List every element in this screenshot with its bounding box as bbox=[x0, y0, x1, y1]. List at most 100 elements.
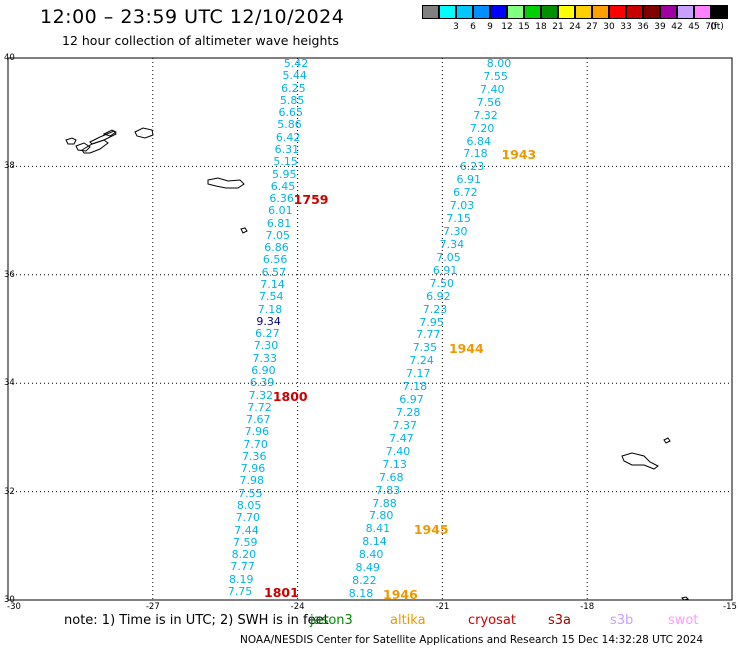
colorbar-tick-label: 9 bbox=[487, 22, 493, 32]
wave-height-value: 7.77 bbox=[230, 560, 255, 574]
pass-time-label: 1946 bbox=[383, 587, 418, 602]
page-subtitle: 12 hour collection of altimeter wave hei… bbox=[62, 33, 339, 48]
island-flores bbox=[65, 137, 77, 145]
colorbar-tick-label: 30 bbox=[603, 22, 615, 32]
wave-height-value: 9.34 bbox=[256, 314, 281, 328]
colorbar-swatch bbox=[558, 5, 575, 19]
pass-time-label: 1944 bbox=[448, 341, 484, 357]
wave-height-value: 6.81 bbox=[266, 216, 292, 230]
footer-note: note: 1) Time is in UTC; 2) SWH is in fe… bbox=[64, 613, 329, 628]
wave-height-value: 6.45 bbox=[270, 179, 296, 193]
map-frame bbox=[7, 57, 733, 601]
colorbar-tick-label: 24 bbox=[569, 22, 581, 32]
wave-height-value: 7.68 bbox=[379, 470, 404, 484]
wave-height-value: 7.80 bbox=[368, 509, 394, 523]
wave-height-value: 8.19 bbox=[229, 572, 254, 586]
wave-height-value: 8.18 bbox=[348, 587, 374, 600]
wave-height-value: 7.40 bbox=[385, 444, 411, 458]
satellite-legend-s3b: s3b bbox=[610, 613, 634, 628]
wave-height-value: 7.54 bbox=[259, 290, 284, 304]
wave-height-value: 8.20 bbox=[231, 548, 257, 562]
wave-height-value: 7.88 bbox=[372, 496, 397, 510]
island-terceira bbox=[134, 127, 154, 139]
wave-height-value: 6.23 bbox=[459, 160, 485, 174]
colorbar-swatch bbox=[507, 5, 524, 19]
lat-tick-label: 32 bbox=[4, 486, 15, 497]
colorbar-swatch bbox=[694, 5, 711, 19]
lon-tick-label: -15 bbox=[723, 602, 737, 612]
wave-height-value: 5.95 bbox=[272, 167, 297, 181]
wave-height-value: 7.98 bbox=[239, 474, 264, 488]
pass-time-label: 1945 bbox=[413, 522, 449, 538]
island-faial bbox=[89, 130, 117, 145]
wave-height-value: 7.72 bbox=[247, 400, 272, 414]
colorbar-swatch bbox=[592, 5, 609, 19]
wave-height-value: 7.05 bbox=[436, 250, 461, 264]
colorbar-swatch bbox=[439, 5, 456, 19]
colorbar-tick-label: 70 bbox=[705, 22, 717, 32]
wave-height-value: 8.22 bbox=[352, 574, 377, 588]
wave-height-value: 7.23 bbox=[422, 302, 448, 316]
wave-height-value: 8.14 bbox=[362, 535, 387, 549]
colorbar-swatch bbox=[643, 5, 660, 19]
wave-height-value: 7.05 bbox=[265, 228, 291, 242]
pass-time-label: 1759 bbox=[293, 192, 329, 208]
island-porto-santo bbox=[663, 437, 671, 444]
wave-height-value: 7.17 bbox=[405, 367, 431, 381]
colorbar-tick-label: 39 bbox=[654, 22, 666, 32]
wave-height-value: 5.85 bbox=[279, 93, 305, 107]
wave-height-value: 7.32 bbox=[248, 388, 274, 402]
wave-height-value: 8.40 bbox=[358, 548, 384, 562]
wave-height-value: 6.97 bbox=[399, 393, 424, 407]
colorbar-swatch bbox=[609, 5, 626, 19]
wave-height-value: 7.30 bbox=[442, 225, 468, 239]
wave-height-value: 7.95 bbox=[419, 315, 444, 329]
colorbar-tick-label: 6 bbox=[470, 22, 476, 32]
colorbar-tick-label: 18 bbox=[535, 22, 547, 32]
island-sao-jorge bbox=[102, 129, 117, 137]
wave-height-value: 7.70 bbox=[243, 437, 268, 451]
wave-height-value: 6.01 bbox=[268, 204, 293, 218]
colorbar-tick-label: 15 bbox=[518, 22, 530, 32]
wave-height-value: 7.03 bbox=[449, 199, 475, 213]
wave-height-value: 6.72 bbox=[453, 186, 478, 200]
wave-height-value: 7.83 bbox=[375, 483, 401, 497]
wave-height-value: 6.91 bbox=[456, 173, 481, 187]
wave-height-value: 6.57 bbox=[261, 265, 287, 279]
satellite-legend-altika: altika bbox=[390, 613, 426, 628]
wave-height-value: 7.77 bbox=[416, 328, 441, 342]
pass-time-label: 1943 bbox=[501, 147, 537, 163]
footer-credit: NOAA/NESDIS Center for Satellite Applica… bbox=[240, 634, 704, 646]
wave-height-value: 7.18 bbox=[402, 380, 428, 394]
lat-tick-label: 40 bbox=[4, 53, 15, 63]
satellite-legend-jason3: jason3 bbox=[310, 613, 353, 628]
wave-height-value: 5.86 bbox=[277, 118, 302, 132]
wave-height-value: 7.44 bbox=[234, 523, 259, 537]
wave-height-value: 7.70 bbox=[235, 511, 261, 525]
wave-height-value: 7.32 bbox=[473, 108, 498, 122]
pass-time-label: 1800 bbox=[272, 388, 308, 404]
wave-height-value: 7.14 bbox=[260, 278, 285, 292]
wave-height-value: 7.28 bbox=[395, 406, 421, 420]
coastlines bbox=[65, 127, 689, 601]
colorbar-swatch bbox=[660, 5, 677, 19]
wave-height-value: 6.90 bbox=[251, 363, 276, 377]
lon-tick-label: -30 bbox=[7, 602, 21, 612]
lat-tick-label: 38 bbox=[4, 161, 15, 172]
wave-height-value: 7.96 bbox=[244, 425, 270, 439]
lat-tick-label: 36 bbox=[4, 269, 15, 280]
lon-tick-label: -18 bbox=[580, 602, 595, 612]
colorbar-swatch bbox=[456, 5, 473, 19]
wave-height-value: 7.67 bbox=[245, 413, 271, 427]
wave-height-value: 5.42 bbox=[283, 57, 309, 70]
colorbar-swatch bbox=[711, 5, 728, 19]
colorbar-swatch bbox=[490, 5, 507, 19]
wave-height-value: 6.39 bbox=[249, 376, 275, 390]
wave-height-value: 7.47 bbox=[389, 431, 414, 445]
wave-height-value: 7.35 bbox=[412, 341, 438, 355]
wave-height-value: 5.44 bbox=[282, 69, 307, 83]
lon-tick-label: -27 bbox=[145, 602, 160, 612]
colorbar-tick-label: 21 bbox=[552, 22, 564, 32]
wave-height-value: 7.33 bbox=[252, 351, 277, 365]
